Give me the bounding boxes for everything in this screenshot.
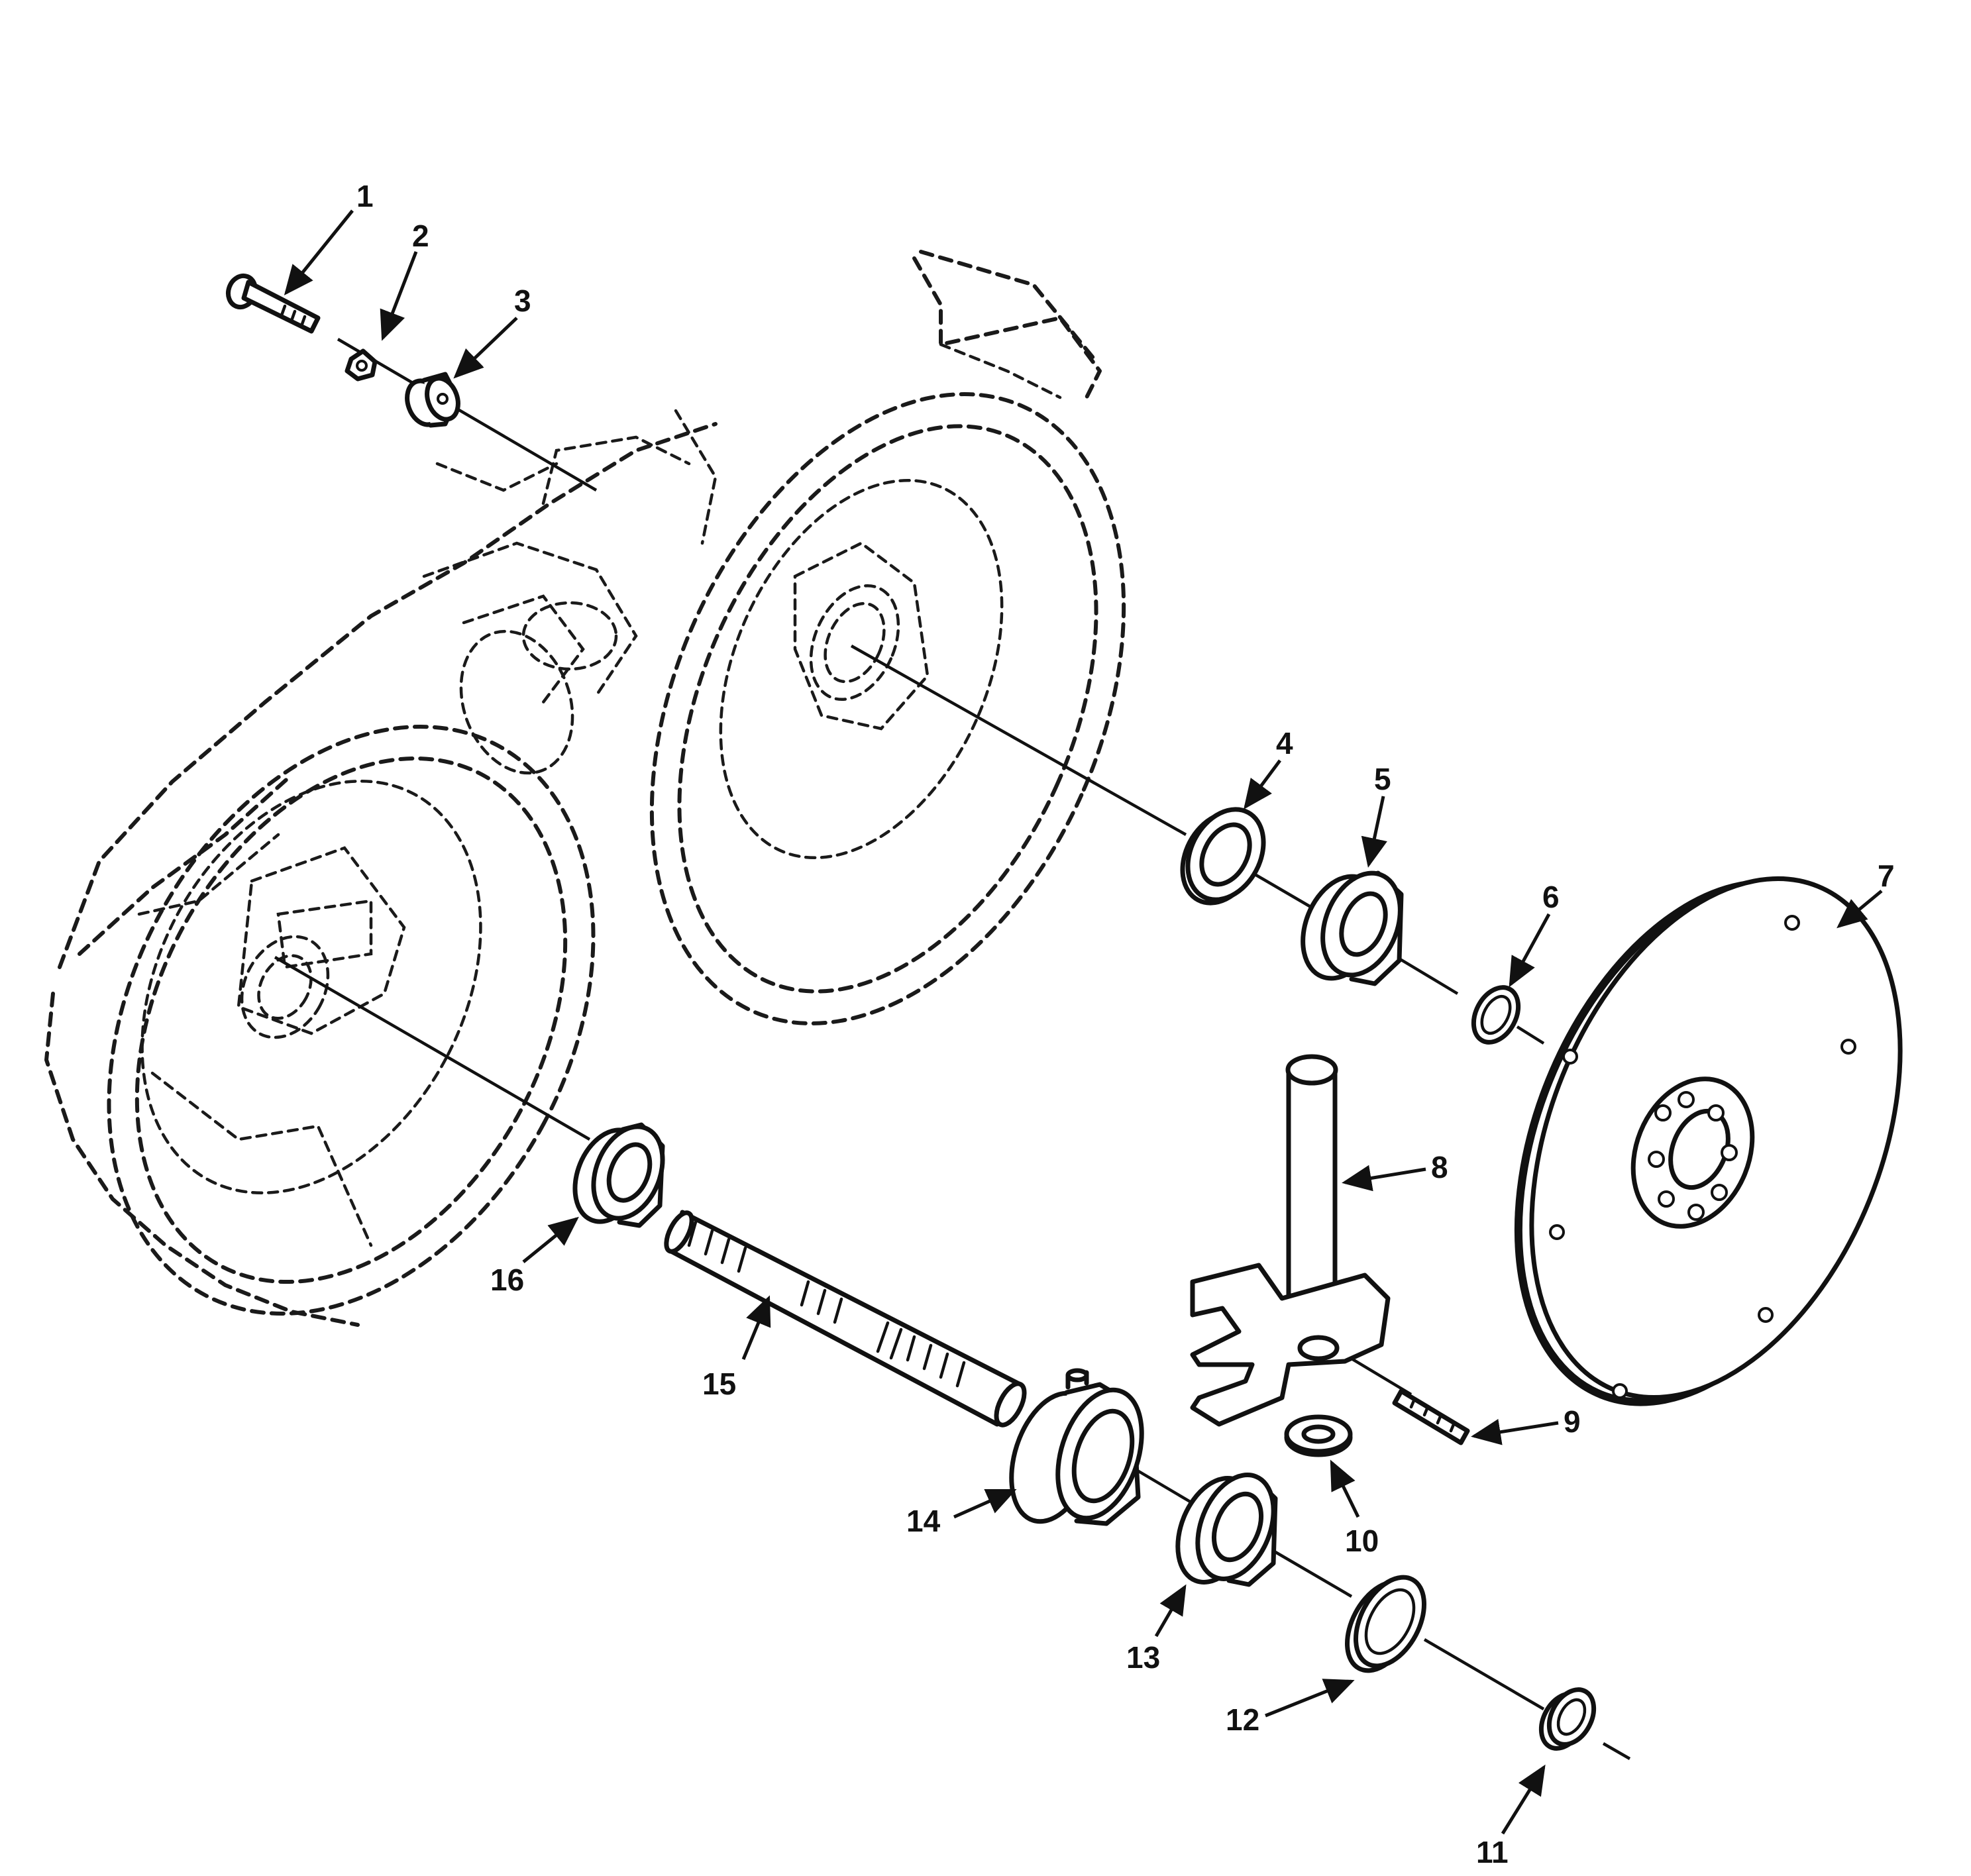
leader-14 [953,1488,1017,1519]
axis-seal-5-6 [1390,953,1459,995]
seal-5 [1301,870,1404,986]
leader-15 [741,1295,771,1360]
callout-12: 12 [1226,1702,1259,1737]
axis-rear-housing [274,956,591,1141]
axis-11-end [1602,1742,1631,1760]
housing-phantom-outline [44,250,1126,1327]
leader-10 [1330,1459,1360,1518]
callout-11: 11 [1476,1835,1509,1869]
bolt [225,273,321,334]
washer-10 [1284,1414,1353,1457]
callout-13: 13 [1126,1640,1160,1675]
leader-3 [453,317,518,379]
callout-7: 7 [1878,859,1895,893]
leader-16 [522,1216,579,1263]
splined-shaft [664,1210,1027,1428]
leader-7 [1837,890,1883,929]
leader-9 [1471,1419,1559,1445]
axis-12-11 [1423,1638,1545,1710]
callout-9: 9 [1564,1404,1581,1439]
axis-ring-6 [1516,1025,1545,1045]
callout-2: 2 [412,219,429,253]
bearing-housing [1009,1368,1144,1526]
leader-6 [1509,913,1551,988]
callout-6: 6 [1542,880,1560,914]
seal-16 [572,1122,665,1228]
leader-2 [380,251,418,341]
retaining-ring [1471,985,1521,1045]
leader-5 [1361,796,1387,868]
lock-washer [345,348,378,382]
axis-13-12 [1271,1549,1353,1598]
callout-8: 8 [1431,1150,1448,1184]
leader-12 [1265,1679,1355,1718]
callout-1: 1 [356,179,374,213]
leader-lines [284,209,1883,1835]
pin [1392,1388,1470,1445]
callout-3: 3 [514,284,531,318]
leader-8 [1342,1165,1426,1192]
leader-1 [284,209,354,295]
axis-bolt-upper [337,338,598,492]
leader-13 [1154,1584,1187,1638]
snap-ring [1538,1687,1597,1751]
shim-ring [1180,807,1266,906]
ring-12 [1345,1575,1426,1673]
flex-plate [1514,876,1903,1406]
bushing [405,372,460,428]
callout-4: 4 [1276,726,1293,760]
callout-5: 5 [1374,762,1391,796]
leader-4 [1244,759,1282,810]
shaft-with-fork [1190,1054,1391,1427]
callout-15: 15 [702,1367,736,1401]
bearing-13 [1175,1473,1278,1587]
axis-front-housing [850,645,1187,836]
leader-11 [1501,1764,1546,1835]
callout-labels: 1 2 3 4 5 6 7 8 9 10 11 12 13 14 15 16 [356,179,1895,1869]
callout-14: 14 [906,1504,941,1538]
callout-16: 16 [490,1263,524,1297]
callout-10: 10 [1345,1524,1379,1558]
